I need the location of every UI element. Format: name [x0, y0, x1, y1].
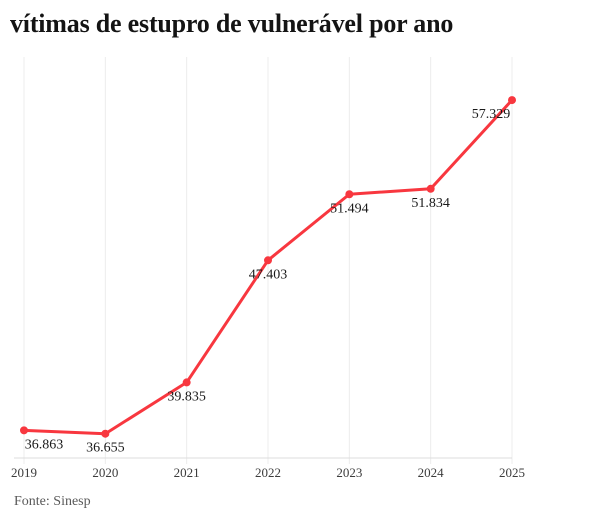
- data-point: [20, 426, 28, 435]
- x-tick-label: 2022: [255, 465, 281, 480]
- data-point-label: 57.329: [472, 107, 511, 122]
- x-tick-label: 2019: [11, 465, 37, 480]
- data-point: [264, 256, 272, 265]
- data-point: [345, 190, 354, 199]
- data-point: [508, 96, 516, 105]
- data-point-label: 39.835: [167, 389, 206, 404]
- data-point-label: 51.834: [411, 196, 450, 211]
- data-point: [182, 378, 191, 387]
- data-point-label: 47.403: [249, 267, 288, 282]
- chart-title: vítimas de estupro de vulnerável por ano: [10, 9, 454, 38]
- data-point-label: 36.863: [25, 437, 64, 452]
- x-tick-label: 2023: [336, 465, 362, 480]
- data-point: [426, 184, 435, 193]
- source-credit: Fonte: Sinesp: [14, 494, 91, 509]
- data-point: [101, 429, 110, 438]
- data-point-label: 51.494: [330, 201, 369, 216]
- x-tick-label: 2020: [92, 465, 118, 480]
- x-tick-label: 2025: [499, 465, 525, 480]
- data-point-label: 36.655: [86, 441, 125, 456]
- x-tick-label: 2024: [418, 465, 445, 480]
- x-tick-label: 2021: [174, 465, 200, 480]
